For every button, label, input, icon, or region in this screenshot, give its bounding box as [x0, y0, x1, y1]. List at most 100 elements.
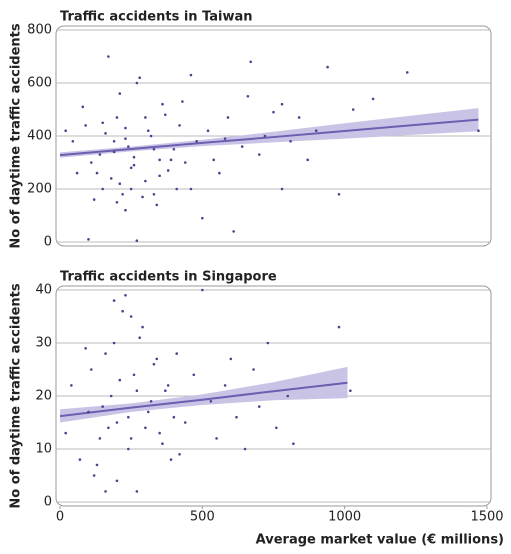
data-point [175, 187, 179, 191]
data-point [206, 129, 210, 132]
data-point [129, 187, 133, 191]
data-point [218, 171, 221, 175]
data-point [98, 153, 102, 156]
x-tick-label: 1000 [328, 510, 361, 525]
data-point [286, 394, 290, 398]
data-point [240, 145, 244, 148]
y-axis-label: No of daytime traffic accidents [9, 23, 24, 249]
data-point [124, 208, 127, 212]
data-point [477, 129, 480, 132]
data-point [158, 158, 161, 162]
data-point [121, 309, 124, 313]
data-point [183, 421, 187, 424]
data-point [226, 116, 230, 119]
x-axis-label: Average market value (€ millions) [256, 533, 504, 548]
data-point [201, 216, 204, 220]
data-point [314, 129, 318, 132]
data-point [129, 437, 133, 440]
data-point [223, 384, 227, 387]
data-point [252, 368, 255, 371]
data-point [87, 410, 90, 414]
data-point [266, 341, 270, 345]
data-point [121, 193, 124, 196]
data-point [289, 140, 292, 143]
data-point [124, 137, 127, 140]
x-tick-label: 1500 [470, 510, 503, 525]
data-point [257, 405, 261, 408]
data-point [118, 378, 122, 382]
data-point [129, 315, 133, 318]
data-point [115, 479, 119, 483]
data-point [81, 105, 85, 109]
data-point [75, 171, 79, 175]
data-point [109, 177, 113, 180]
data-point [158, 174, 161, 178]
fit-line [59, 381, 348, 418]
data-point [152, 362, 156, 366]
data-point [169, 158, 173, 162]
data-point [112, 150, 116, 154]
data-point [132, 373, 136, 377]
data-point [183, 161, 187, 164]
data-point [161, 102, 164, 106]
data-point [64, 431, 67, 435]
data-point [135, 490, 139, 493]
data-point [280, 187, 284, 191]
data-point [280, 102, 284, 106]
data-point [101, 405, 104, 408]
data-point [71, 140, 75, 143]
data-point [246, 94, 250, 98]
data-point [189, 73, 193, 77]
data-point [164, 113, 167, 117]
data-point [169, 458, 173, 461]
data-point [70, 384, 73, 387]
data-point [84, 347, 87, 350]
data-point [84, 124, 87, 127]
y-tick-label: 40 [35, 283, 52, 298]
data-point [297, 116, 301, 119]
data-point [326, 65, 329, 69]
data-point [149, 134, 153, 138]
data-point [189, 187, 193, 191]
y-tick-label: 0 [44, 495, 52, 510]
data-point [349, 389, 352, 393]
data-point [146, 129, 150, 132]
data-point [118, 182, 122, 185]
data-point [405, 71, 409, 74]
x-tick-label: 0 [56, 510, 64, 525]
data-point [92, 474, 96, 477]
data-point [166, 169, 170, 172]
data-point [144, 116, 147, 119]
data-point [235, 415, 238, 419]
data-point [243, 447, 247, 451]
data-point [135, 239, 139, 242]
data-point [149, 400, 153, 403]
data-point [90, 161, 93, 164]
data-point [132, 163, 136, 167]
data-point [155, 203, 159, 207]
data-point [118, 92, 122, 95]
data-point [263, 134, 267, 138]
x-tick-label: 500 [190, 510, 215, 525]
data-point [144, 426, 147, 430]
data-point [107, 426, 110, 430]
data-point [166, 384, 170, 387]
data-point [127, 145, 130, 148]
data-point [141, 195, 144, 199]
data-point [104, 490, 107, 493]
data-point [212, 158, 216, 162]
data-point [115, 421, 119, 424]
data-point [175, 352, 179, 355]
data-point [232, 230, 235, 233]
data-point [115, 200, 119, 204]
data-point [109, 394, 113, 398]
data-point [95, 171, 99, 175]
data-point [249, 60, 253, 64]
data-point [195, 140, 198, 143]
chart-title: Traffic accidents in Singapore [60, 270, 277, 285]
data-point [152, 193, 156, 196]
y-tick-label: 30 [35, 336, 52, 351]
data-point [135, 81, 139, 85]
data-point [104, 352, 107, 355]
